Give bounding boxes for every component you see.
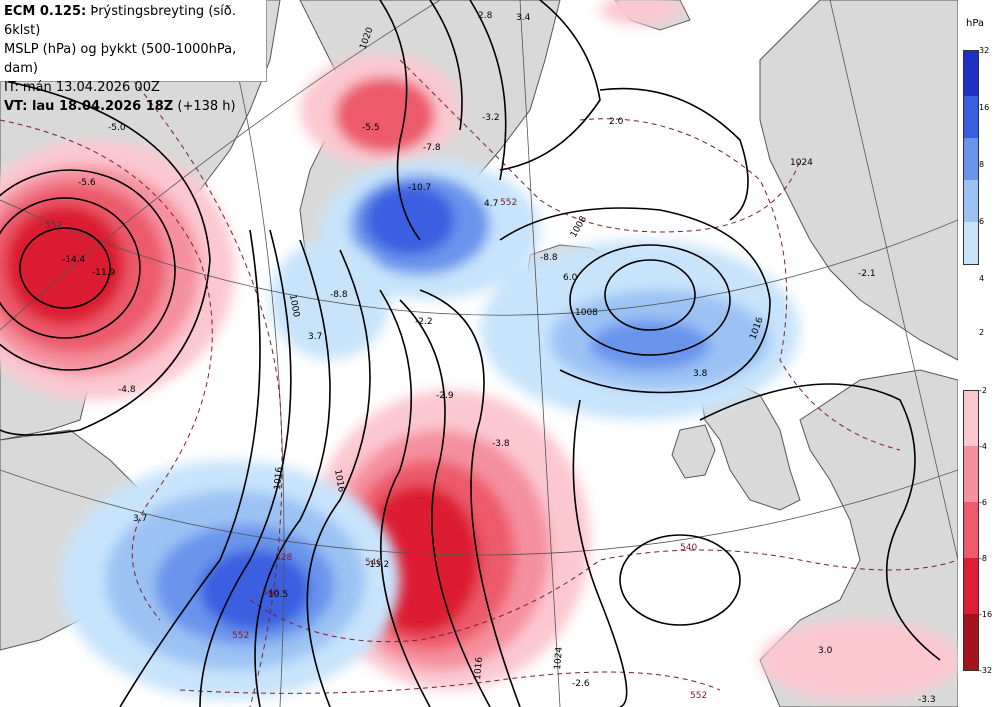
scandinavia-land [759, 0, 958, 361]
tendency-label: -3.3 [918, 695, 936, 705]
title-line-2: MSLP (hPa) og þykkt (500-1000hPa, dam) [4, 42, 237, 76]
tendency-label: 3.4 [516, 13, 531, 23]
product-name: Þrýstingsbreyting (síð. 6klst) [4, 4, 236, 38]
tendency-label: -5.0 [108, 123, 126, 133]
legend-tick: -8 [979, 554, 987, 563]
title-line-3: IT: mán 13.04.2026 00Z [4, 80, 160, 95]
thickness-label: 540 [365, 558, 382, 568]
thickness-label: 552 [500, 198, 517, 208]
tendency-label: -2.2 [415, 317, 433, 327]
legend-swatch-positive [963, 222, 979, 265]
tendency-label: 3.7 [308, 332, 322, 342]
tendency-label: 10.5 [268, 590, 288, 600]
legend-swatch-negative [963, 614, 979, 671]
isobar-label: 1008 [569, 214, 589, 239]
tendency-label: -10.7 [408, 183, 431, 193]
tendency-label: -8.8 [330, 290, 348, 300]
map-title-box: ECM 0.125: Þrýstingsbreyting (síð. 6klst… [0, 0, 267, 114]
tendency-label: 2.8 [478, 11, 493, 21]
legend-tick: 8 [979, 160, 985, 169]
legend-swatch-negative [963, 502, 979, 558]
isobar-label: 1016 [273, 466, 285, 490]
legend-swatch-positive [963, 96, 979, 138]
tendency-label: -3.8 [492, 439, 510, 449]
map-labels: 1020 1008 1000 1016 1016 1024 1016 1024 … [45, 11, 936, 705]
tendency-label: -14.4 [62, 255, 86, 265]
thickness-label: 528 [275, 553, 292, 563]
legend-swatch-positive [963, 138, 979, 180]
legend-tick: -6 [979, 498, 987, 507]
isobar-label: 1016 [473, 656, 485, 680]
tendency-label: -2.9 [436, 391, 454, 401]
isobar-label: 1016 [332, 469, 346, 494]
legend-tick: -2 [979, 386, 987, 395]
legend-swatch-negative [963, 390, 979, 447]
legend-unit: hPa [966, 18, 985, 29]
legend-tick: -4 [979, 442, 987, 451]
tendency-label: 3.8 [693, 369, 708, 379]
thickness-contours [0, 0, 958, 707]
thickness-label: 552 [232, 631, 249, 641]
color-legend: hPa 32 16 8 6 4 2 -2 -4 -6 -8 -16 -32 [958, 0, 1000, 707]
valid-time: VT: lau 18.04.2026 18Z [4, 99, 174, 114]
weather-map: 1020 1008 1000 1016 1016 1024 1016 1024 … [0, 0, 958, 707]
tendency-label: -8.8 [540, 253, 558, 263]
tendency-label: 4.7 [484, 199, 498, 209]
isobar-label: 1024 [790, 158, 813, 168]
tendency-label: 3.7 [133, 514, 147, 524]
tendency-label: -4.8 [118, 385, 136, 395]
model-name: ECM 0.125: [4, 4, 87, 19]
legend-swatch-negative [963, 446, 979, 502]
tendency-label: -5.5 [362, 123, 380, 133]
ireland-land [671, 424, 716, 479]
tendency-label: -13.2 [366, 560, 389, 570]
isobars [0, 0, 941, 707]
legend-tick: 4 [979, 274, 985, 283]
tendency-label: 2.0 [609, 117, 624, 127]
thickness-label: 540 [680, 543, 697, 553]
thickness-label: 540 [262, 588, 279, 598]
legend-tick: 16 [979, 103, 990, 112]
legend-tick: -16 [979, 610, 993, 619]
isobar-label: 1000 [287, 294, 301, 319]
thickness-label: 552 [45, 221, 62, 231]
graticule [0, 0, 958, 707]
tendency-label: -2.1 [858, 269, 876, 279]
legend-tick: 32 [979, 46, 990, 55]
tendency-label: -7.8 [423, 143, 441, 153]
legend-tick: 6 [979, 217, 985, 226]
legend-swatch-positive [963, 180, 979, 222]
tendency-label: -11.9 [92, 268, 116, 278]
tendency-label: 6.0 [563, 273, 578, 283]
tendency-label: -2.6 [572, 679, 590, 689]
isobar-label: 1008 [575, 308, 598, 318]
thickness-label: 552 [690, 691, 707, 701]
tendency-label: -5.6 [78, 178, 96, 188]
tendency-label: -3.2 [482, 113, 500, 123]
tendency-label: 3.0 [818, 646, 833, 656]
legend-tick: -32 [979, 666, 993, 675]
legend-swatch-negative [963, 558, 979, 614]
isobar-label: 1024 [553, 646, 565, 670]
lead-time: (+138 h) [173, 99, 236, 114]
pressure-rise-shading [60, 160, 800, 700]
title-line-4: VT: lau 18.04.2026 18Z (+138 h) [4, 97, 262, 116]
legend-swatch-positive [963, 50, 979, 96]
pressure-fall-shading [0, 0, 958, 700]
legend-tick: 2 [979, 328, 985, 337]
title-line-1: ECM 0.125: Þrýstingsbreyting (síð. 6klst… [4, 2, 262, 40]
